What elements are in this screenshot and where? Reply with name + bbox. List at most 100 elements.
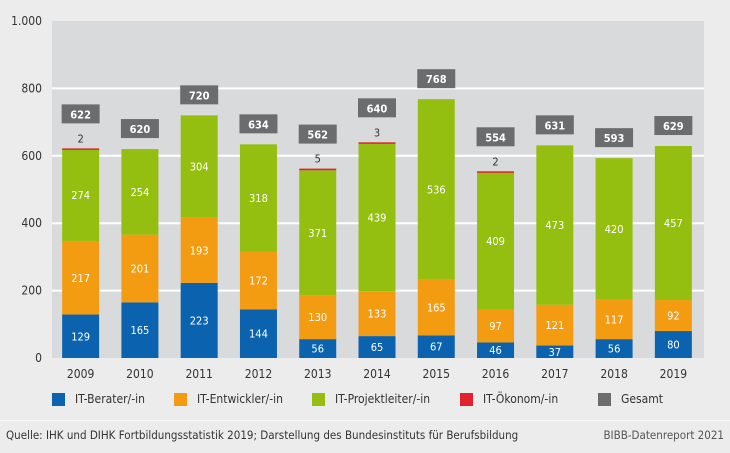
data-label: 130 bbox=[308, 311, 327, 324]
data-label: 56 bbox=[311, 343, 324, 356]
bar-segment-itentwicklerin bbox=[121, 234, 159, 303]
data-label: 144 bbox=[249, 328, 268, 341]
data-label: 165 bbox=[427, 302, 446, 315]
bar-segment-itberaterin bbox=[358, 336, 396, 358]
legend-swatch bbox=[52, 392, 65, 406]
legend-label: IT-Berater/-in bbox=[75, 392, 145, 406]
data-label: 80 bbox=[667, 339, 680, 352]
bar-segment-itentwicklerin bbox=[180, 217, 218, 283]
total-box bbox=[535, 115, 574, 135]
x-tick-label: 2019 bbox=[660, 367, 688, 381]
bar-segment-itentwicklerin bbox=[417, 279, 455, 336]
stacked-bar-chart: 0 200 400 600 800 1.000 129 217 274 2 622 2009 165 20… bbox=[11, 14, 704, 381]
y-tick-label: 400 bbox=[21, 216, 42, 230]
bar-segment-itentwicklerin bbox=[239, 251, 277, 310]
y-tick-label: 0 bbox=[35, 351, 42, 365]
legend-swatch bbox=[174, 392, 187, 406]
bar-segment-itprojektleiterin bbox=[239, 144, 277, 252]
total-box bbox=[180, 85, 219, 105]
y-tick-label: 800 bbox=[21, 81, 42, 95]
total-label: 622 bbox=[70, 108, 91, 121]
total-label: 720 bbox=[189, 89, 210, 102]
legend-swatch bbox=[598, 392, 611, 406]
total-box bbox=[298, 124, 337, 144]
x-tick-label: 2014 bbox=[363, 367, 391, 381]
y-tick-label: 200 bbox=[21, 284, 42, 298]
total-box bbox=[120, 119, 159, 139]
bar-segment-itkonomin bbox=[62, 148, 100, 150]
total-label: 629 bbox=[663, 120, 684, 133]
bar-segment-itentwicklerin bbox=[62, 241, 100, 315]
bar-segment-itprojektleiterin bbox=[477, 171, 515, 310]
legend: IT-Berater/-in IT-Entwickler/-in IT-Projek… bbox=[52, 392, 678, 406]
data-label: 409 bbox=[486, 235, 505, 248]
data-label: 473 bbox=[545, 219, 564, 232]
bar-segment-itberaterin bbox=[477, 342, 515, 358]
data-label: 274 bbox=[71, 189, 90, 202]
total-box bbox=[417, 69, 456, 89]
x-tick-label: 2012 bbox=[245, 367, 272, 381]
data-label: 67 bbox=[430, 341, 443, 354]
legend-item: IT-Projektleiter/-in bbox=[312, 392, 460, 406]
data-label: 37 bbox=[549, 346, 562, 359]
total-box bbox=[358, 98, 396, 118]
bar-segment-itentwicklerin bbox=[358, 291, 396, 337]
bar-segment-itberaterin bbox=[239, 309, 277, 358]
data-label: 457 bbox=[664, 217, 683, 230]
bar-segment-itentwicklerin bbox=[595, 299, 633, 340]
y-tick-label: 600 bbox=[21, 149, 42, 163]
legend-label: Gesamt bbox=[621, 392, 663, 406]
legend-label: IT-Ökonom/-in bbox=[483, 392, 559, 406]
data-label: 121 bbox=[545, 319, 564, 332]
total-label: 620 bbox=[130, 123, 151, 136]
legend-item: Gesamt bbox=[598, 392, 678, 406]
data-label: 56 bbox=[608, 343, 621, 356]
data-label: 420 bbox=[605, 223, 624, 236]
bar-segment-itentwicklerin bbox=[477, 309, 515, 343]
total-label: 562 bbox=[307, 129, 328, 142]
x-tick-label: 2016 bbox=[482, 367, 510, 381]
total-box bbox=[654, 116, 693, 136]
bar-segment-itprojektleiterin bbox=[180, 115, 218, 218]
y-tick-label: 1.000 bbox=[11, 14, 42, 28]
bar-segment-itprojektleiterin bbox=[62, 149, 100, 242]
legend-swatch bbox=[460, 392, 473, 406]
data-label: 439 bbox=[368, 211, 387, 224]
total-box bbox=[61, 104, 100, 124]
total-label: 554 bbox=[485, 131, 506, 144]
data-label: 371 bbox=[308, 227, 327, 240]
data-label: 172 bbox=[249, 274, 268, 287]
bar-segment-itprojektleiterin bbox=[417, 99, 455, 280]
bar-segment-itentwicklerin bbox=[654, 300, 692, 332]
data-label: 223 bbox=[190, 314, 209, 327]
total-label: 634 bbox=[248, 118, 269, 131]
bar-segment-itkonomin bbox=[477, 171, 515, 173]
x-tick-label: 2011 bbox=[185, 367, 212, 381]
source-note: Quelle: IHK und DIHK Fortbildungsstatist… bbox=[6, 428, 519, 442]
data-label: 536 bbox=[427, 184, 446, 197]
bar-segment-itberaterin bbox=[62, 314, 100, 358]
legend-item: IT-Berater/-in bbox=[52, 392, 174, 406]
total-label: 631 bbox=[544, 119, 565, 132]
total-label: 593 bbox=[604, 132, 625, 145]
bar-segment-itberaterin bbox=[654, 331, 692, 358]
bar-segment-itprojektleiterin bbox=[595, 158, 633, 300]
report-credit: BIBB-Datenreport 2021 bbox=[603, 428, 724, 442]
legend-item: IT-Entwickler/-in bbox=[174, 392, 312, 406]
bar-segment-itberaterin bbox=[595, 339, 633, 358]
bar-segment-itprojektleiterin bbox=[299, 170, 337, 296]
data-label-oekonom: 5 bbox=[315, 153, 321, 166]
data-label: 92 bbox=[667, 310, 680, 323]
total-box bbox=[476, 127, 515, 147]
x-tick-label: 2017 bbox=[541, 367, 568, 381]
data-label: 117 bbox=[605, 313, 624, 326]
bar-segment-itkonomin bbox=[299, 168, 337, 171]
data-label-oekonom: 2 bbox=[492, 155, 498, 168]
total-box bbox=[595, 128, 634, 148]
bar-segment-itberaterin bbox=[417, 335, 455, 358]
data-label-oekonom: 3 bbox=[374, 126, 380, 139]
total-label: 768 bbox=[426, 73, 447, 86]
bar-segment-itentwicklerin bbox=[536, 304, 574, 346]
x-tick-label: 2009 bbox=[67, 367, 95, 381]
data-label: 193 bbox=[190, 244, 209, 257]
